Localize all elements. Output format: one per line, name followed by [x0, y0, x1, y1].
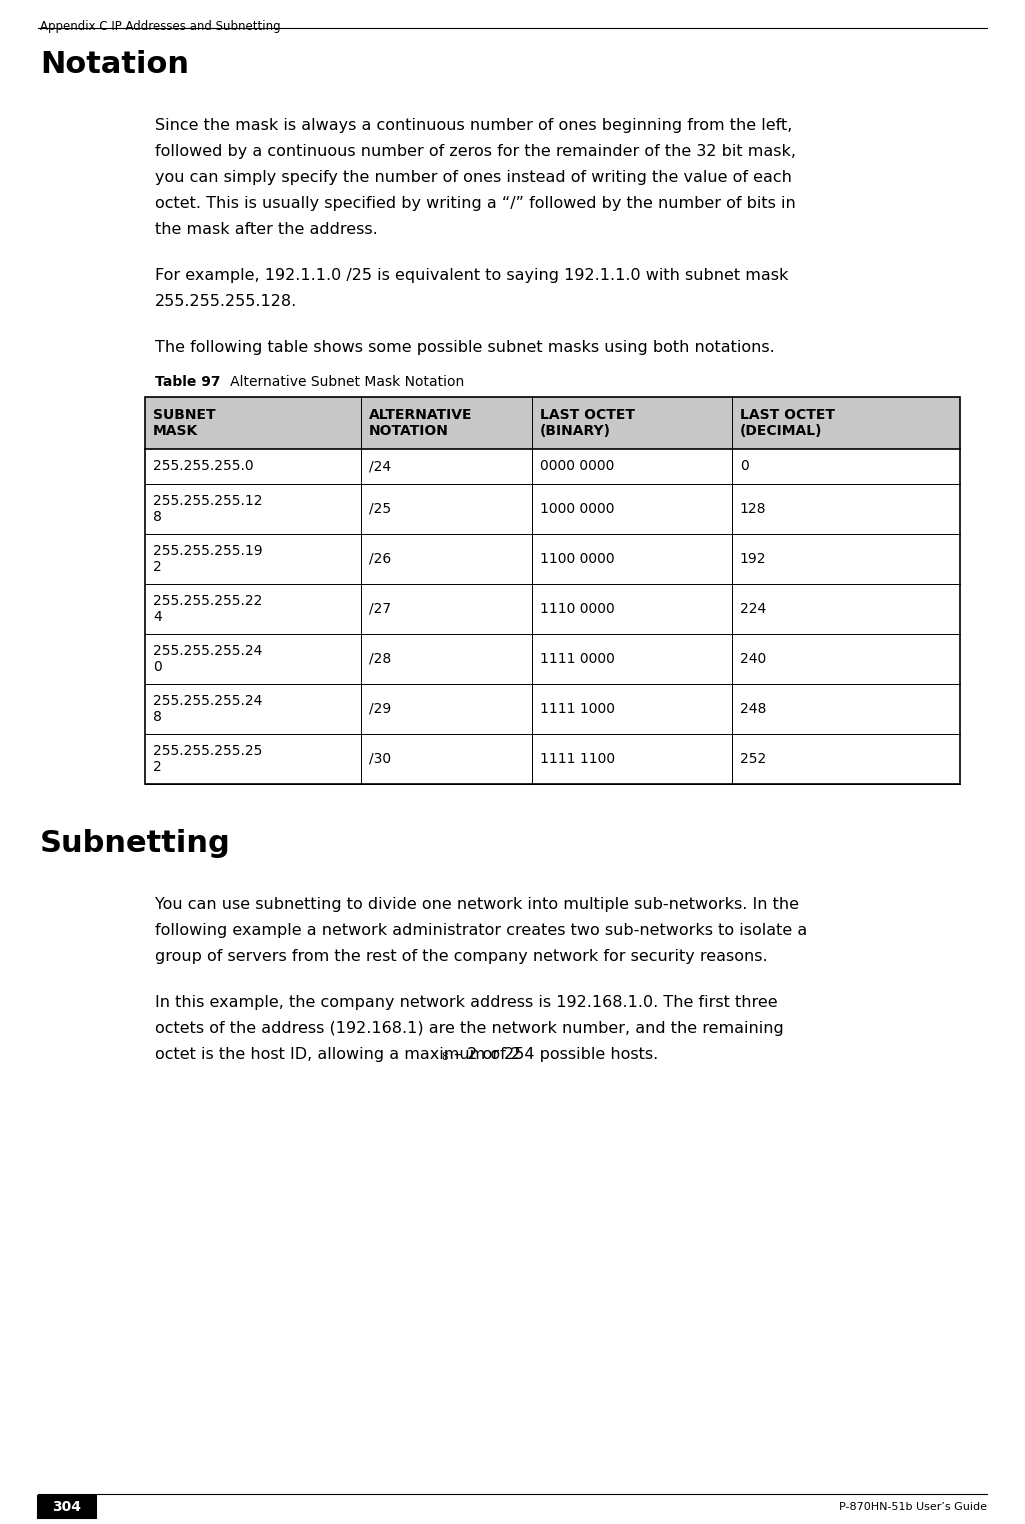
Bar [145, 396, 960, 450]
Text: 255.255.255.128.: 255.255.255.128. [155, 294, 297, 309]
Text: – 2 or 254 possible hosts.: – 2 or 254 possible hosts. [449, 1047, 658, 1062]
Text: followed by a continuous number of zeros for the remainder of the 32 bit mask,: followed by a continuous number of zeros… [155, 143, 796, 158]
Bar [145, 485, 960, 533]
Bar [145, 634, 960, 684]
Text: MASK: MASK [153, 424, 198, 437]
Text: 1000 0000: 1000 0000 [540, 501, 615, 517]
Text: 255.255.255.24: 255.255.255.24 [153, 693, 262, 709]
Text: LAST OCTET: LAST OCTET [540, 408, 636, 422]
Bar [145, 533, 960, 584]
Text: 2: 2 [153, 559, 162, 575]
Text: In this example, the company network address is 192.168.1.0. The first three: In this example, the company network add… [155, 995, 778, 1010]
Text: 0000 0000: 0000 0000 [540, 460, 615, 474]
Text: /24: /24 [369, 460, 392, 474]
Text: 1110 0000: 1110 0000 [540, 602, 615, 616]
Text: 8: 8 [441, 1052, 447, 1062]
Text: 1100 0000: 1100 0000 [540, 552, 615, 565]
Bar [145, 396, 960, 783]
Text: 240: 240 [740, 652, 766, 666]
Text: 255.255.255.22: 255.255.255.22 [153, 594, 262, 608]
Text: 255.255.255.0: 255.255.255.0 [153, 460, 253, 474]
Text: 4: 4 [153, 610, 162, 623]
Text: For example, 192.1.1.0 /25 is equivalent to saying 192.1.1.0 with subnet mask: For example, 192.1.1.0 /25 is equivalent… [155, 268, 788, 283]
Text: /25: /25 [369, 501, 392, 517]
Bar [145, 450, 960, 485]
Bar [145, 584, 960, 634]
Text: /27: /27 [369, 602, 392, 616]
Text: ALTERNATIVE: ALTERNATIVE [369, 408, 473, 422]
Text: Table 97: Table 97 [155, 375, 220, 389]
Text: 224: 224 [740, 602, 766, 616]
Text: the mask after the address.: the mask after the address. [155, 223, 378, 238]
Bar [145, 735, 960, 783]
Bar [145, 684, 960, 735]
Text: 128: 128 [740, 501, 767, 517]
Text: 8: 8 [153, 710, 162, 724]
Text: Alternative Subnet Mask Notation: Alternative Subnet Mask Notation [217, 375, 464, 389]
Text: 192: 192 [740, 552, 767, 565]
Text: 255.255.255.25: 255.255.255.25 [153, 744, 262, 757]
Text: 252: 252 [740, 751, 766, 767]
Text: /29: /29 [369, 703, 392, 716]
Text: 0: 0 [740, 460, 748, 474]
Text: you can simply specify the number of ones instead of writing the value of each: you can simply specify the number of one… [155, 171, 792, 184]
Text: Appendix C IP Addresses and Subnetting: Appendix C IP Addresses and Subnetting [40, 20, 281, 34]
Text: /28: /28 [369, 652, 392, 666]
Text: octet. This is usually specified by writing a “/” followed by the number of bits: octet. This is usually specified by writ… [155, 197, 795, 210]
Text: SUBNET: SUBNET [153, 408, 215, 422]
Text: 255.255.255.19: 255.255.255.19 [153, 544, 262, 558]
Text: following example a network administrator creates two sub-networks to isolate a: following example a network administrato… [155, 924, 808, 937]
Text: 304: 304 [52, 1500, 82, 1513]
Text: /26: /26 [369, 552, 392, 565]
Text: 8: 8 [153, 511, 162, 524]
Text: NOTATION: NOTATION [369, 424, 449, 437]
Text: octets of the address (192.168.1) are the network number, and the remaining: octets of the address (192.168.1) are th… [155, 1021, 784, 1036]
Text: The following table shows some possible subnet masks using both notations.: The following table shows some possible … [155, 340, 775, 355]
Text: 255.255.255.24: 255.255.255.24 [153, 645, 262, 658]
Text: (DECIMAL): (DECIMAL) [740, 424, 822, 437]
Text: 0: 0 [153, 660, 162, 674]
Text: Notation: Notation [40, 50, 189, 79]
Text: Since the mask is always a continuous number of ones beginning from the left,: Since the mask is always a continuous nu… [155, 117, 792, 133]
Bar [38, 1497, 96, 1518]
Text: LAST OCTET: LAST OCTET [740, 408, 834, 422]
Text: 255.255.255.12: 255.255.255.12 [153, 494, 262, 507]
Text: 2: 2 [153, 760, 162, 774]
Text: octet is the host ID, allowing a maximum of 2: octet is the host ID, allowing a maximum… [155, 1047, 521, 1062]
Text: group of servers from the rest of the company network for security reasons.: group of servers from the rest of the co… [155, 949, 768, 965]
Text: Subnetting: Subnetting [40, 829, 231, 858]
Text: (BINARY): (BINARY) [540, 424, 611, 437]
Text: You can use subnetting to divide one network into multiple sub-networks. In the: You can use subnetting to divide one net… [155, 898, 800, 911]
Text: /30: /30 [369, 751, 392, 767]
Text: 248: 248 [740, 703, 766, 716]
Text: 1111 1100: 1111 1100 [540, 751, 615, 767]
Text: P-870HN-51b User’s Guide: P-870HN-51b User’s Guide [839, 1503, 987, 1512]
Text: 1111 1000: 1111 1000 [540, 703, 615, 716]
Text: 1111 0000: 1111 0000 [540, 652, 615, 666]
